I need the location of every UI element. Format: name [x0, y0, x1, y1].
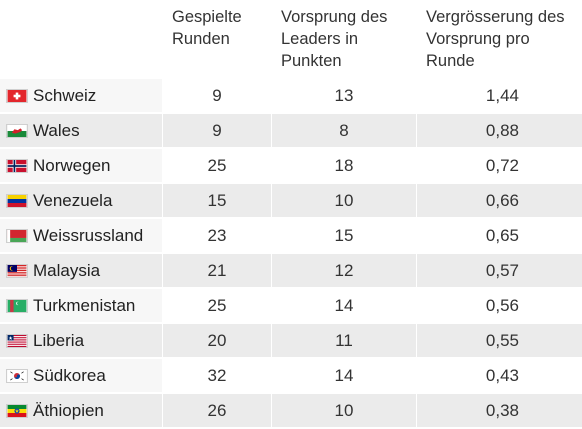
rounds-played-cell: 25: [163, 149, 271, 182]
country-name: Äthiopien: [33, 401, 104, 420]
rounds-played-cell: 26: [163, 394, 271, 427]
country-cell: Schweiz: [0, 79, 162, 112]
country-name: Liberia: [33, 331, 85, 350]
table-row: Norwegen 25 18 0,72: [0, 149, 582, 184]
lead-growth-cell: 0,55: [417, 324, 582, 357]
belarusian-flag-icon: [6, 229, 28, 243]
country-name: Turkmenistan: [33, 296, 136, 315]
table-row: Südkorea 32 14 0,43: [0, 359, 582, 394]
leader-lead-cell: 13: [272, 79, 416, 112]
country-cell: Weissrussland: [0, 219, 162, 252]
rounds-played-cell: 9: [163, 79, 271, 112]
country-name: Wales: [33, 121, 80, 140]
lead-growth-cell: 0,72: [417, 149, 582, 182]
table-row: Liberia 20 11 0,55: [0, 324, 582, 359]
south-korean-flag-icon: [6, 369, 28, 383]
rounds-played-cell: 20: [163, 324, 271, 357]
table-row: Venezuela 15 10 0,66: [0, 184, 582, 219]
rounds-played-cell: 15: [163, 184, 271, 217]
leader-lead-cell: 10: [272, 394, 416, 427]
header-lead-growth-per-round: Vergrösserung des Vorsprung pro Runde: [426, 8, 565, 70]
liberian-flag-icon: [6, 334, 28, 348]
leader-lead-cell: 14: [272, 359, 416, 392]
lead-growth-cell: 1,44: [417, 79, 582, 112]
rounds-played-cell: 25: [163, 289, 271, 322]
rounds-played-cell: 21: [163, 254, 271, 287]
header-leader-lead-points: Vorsprung des Leaders in Punkten: [281, 8, 388, 70]
country-name: Malaysia: [33, 261, 101, 280]
country-name: Weissrussland: [33, 226, 144, 245]
lead-growth-cell: 0,57: [417, 254, 582, 287]
country-name: Schweiz: [33, 86, 97, 105]
country-cell: Malaysia: [0, 254, 162, 287]
leader-lead-cell: 18: [272, 149, 416, 182]
turkmen-flag-icon: [6, 299, 28, 313]
rounds-played-cell: 9: [163, 114, 271, 147]
venezuelan-flag-icon: [6, 194, 28, 208]
lead-growth-cell: 0,65: [417, 219, 582, 252]
lead-growth-cell: 0,56: [417, 289, 582, 322]
table-row: Malaysia 21 12 0,57: [0, 254, 582, 289]
swiss-flag-icon: [6, 89, 28, 103]
country-cell: Venezuela: [0, 184, 162, 217]
lead-growth-cell: 0,88: [417, 114, 582, 147]
rounds-played-cell: 23: [163, 219, 271, 252]
table-row: Weissrussland 23 15 0,65: [0, 219, 582, 254]
country-cell: Äthiopien: [0, 394, 162, 427]
table-header: Gespielte Runden Vorsprung des Leaders i…: [0, 0, 582, 78]
table-row: Turkmenistan 25 14 0,56: [0, 289, 582, 324]
lead-growth-cell: 0,43: [417, 359, 582, 392]
country-cell: Südkorea: [0, 359, 162, 392]
welsh-flag-icon: [6, 124, 28, 138]
table-row: Äthiopien 26 10 0,38: [0, 394, 582, 429]
country-cell: Liberia: [0, 324, 162, 357]
table-row: Wales 9 8 0,88: [0, 114, 582, 149]
malaysian-flag-icon: [6, 264, 28, 278]
table-row: Schweiz 9 13 1,44: [0, 79, 582, 114]
norwegian-flag-icon: [6, 159, 28, 173]
country-name: Südkorea: [33, 366, 106, 385]
country-cell: Turkmenistan: [0, 289, 162, 322]
leader-lead-cell: 15: [272, 219, 416, 252]
lead-growth-cell: 0,38: [417, 394, 582, 427]
leader-lead-cell: 12: [272, 254, 416, 287]
lead-growth-cell: 0,66: [417, 184, 582, 217]
country-name: Venezuela: [33, 191, 113, 210]
ethiopian-flag-icon: [6, 404, 28, 418]
header-rounds-played: Gespielte Runden: [172, 8, 242, 48]
rounds-played-cell: 32: [163, 359, 271, 392]
leader-lead-cell: 11: [272, 324, 416, 357]
leader-lead-cell: 14: [272, 289, 416, 322]
country-cell: Wales: [0, 114, 162, 147]
country-cell: Norwegen: [0, 149, 162, 182]
leader-lead-cell: 8: [272, 114, 416, 147]
leader-lead-cell: 10: [272, 184, 416, 217]
country-name: Norwegen: [33, 156, 111, 175]
